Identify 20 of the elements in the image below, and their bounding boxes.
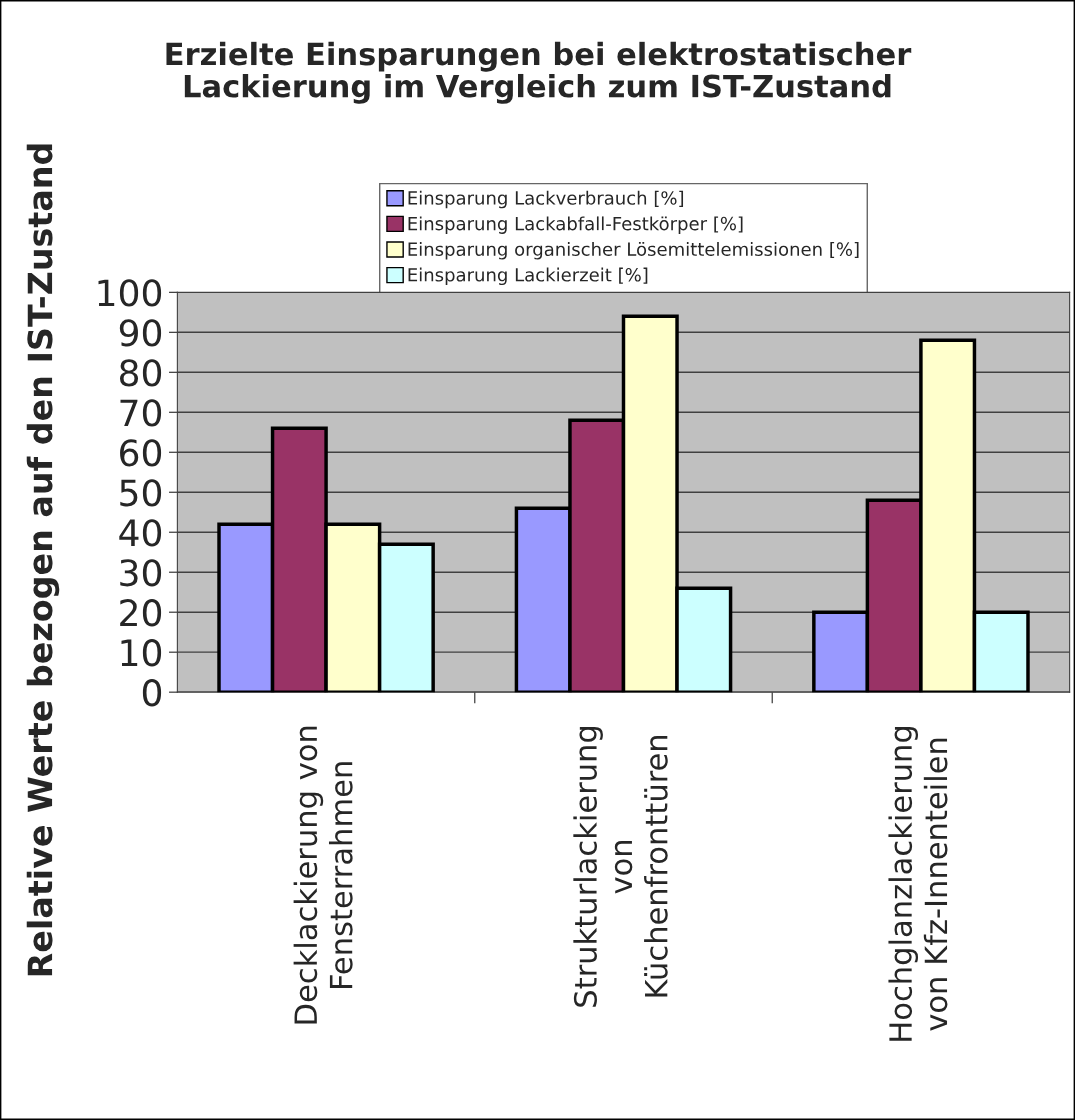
y-tick-label: 0 — [142, 679, 162, 707]
chart-title: Erzielte Einsparungen bei elektrostatischer Lackierung im Vergleich zum IST-Zustand — [166, 41, 912, 104]
x-tick-label: Hochglanzlackierung von Kfz-Innenteilen — [888, 726, 948, 1041]
x-tick-label: Strukturlackierung von Küchenfronttüren — [573, 726, 668, 1007]
y-tick-label: 90 — [119, 319, 162, 347]
legend-label: Einsparung Lackabfall-Festkörper [%] — [408, 216, 743, 234]
y-tick-label: 10 — [121, 639, 162, 667]
y-tick-label: 70 — [120, 399, 162, 427]
y-tick-label: 60 — [120, 439, 162, 467]
y-tick-label: 20 — [120, 599, 162, 627]
y-tick-label: 80 — [119, 359, 162, 387]
legend-label: Einsparung Lackierzeit [%] — [408, 267, 648, 286]
y-tick-label: 30 — [120, 559, 162, 587]
y-tick-label: 100 — [98, 279, 162, 307]
y-axis-title: Relative Werte bezogen auf den IST-Zustand — [26, 144, 60, 976]
legend-label: Einsparung organischer Lösemittelemissionen [%] — [408, 242, 859, 260]
legend-label: Einsparung Lackverbrauch [%] — [408, 190, 684, 209]
y-tick-label: 40 — [119, 519, 162, 547]
y-tick-label: 50 — [120, 479, 162, 507]
x-tick-label: Decklackierung von Fensterrahmen — [293, 726, 353, 1024]
